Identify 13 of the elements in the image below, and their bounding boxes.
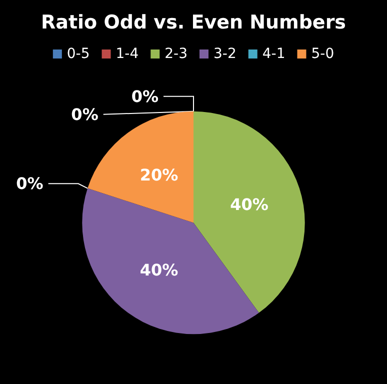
legend-label: 5-0	[311, 46, 334, 62]
legend-label: 1-4	[116, 46, 139, 62]
chart-title: Ratio Odd vs. Even Numbers	[41, 12, 346, 34]
legend-label: 2-3	[164, 46, 188, 62]
data-label: 20%	[140, 166, 178, 185]
text: 0%	[131, 86, 158, 106]
text: 0%	[16, 174, 44, 194]
data-label: 40%	[230, 195, 268, 214]
legend-label: 4-1	[262, 46, 286, 62]
legend-label: 0-5	[66, 46, 90, 62]
text: 0%	[71, 104, 98, 124]
data-label: 40%	[140, 260, 178, 280]
legend-label: 3-2	[214, 46, 236, 62]
